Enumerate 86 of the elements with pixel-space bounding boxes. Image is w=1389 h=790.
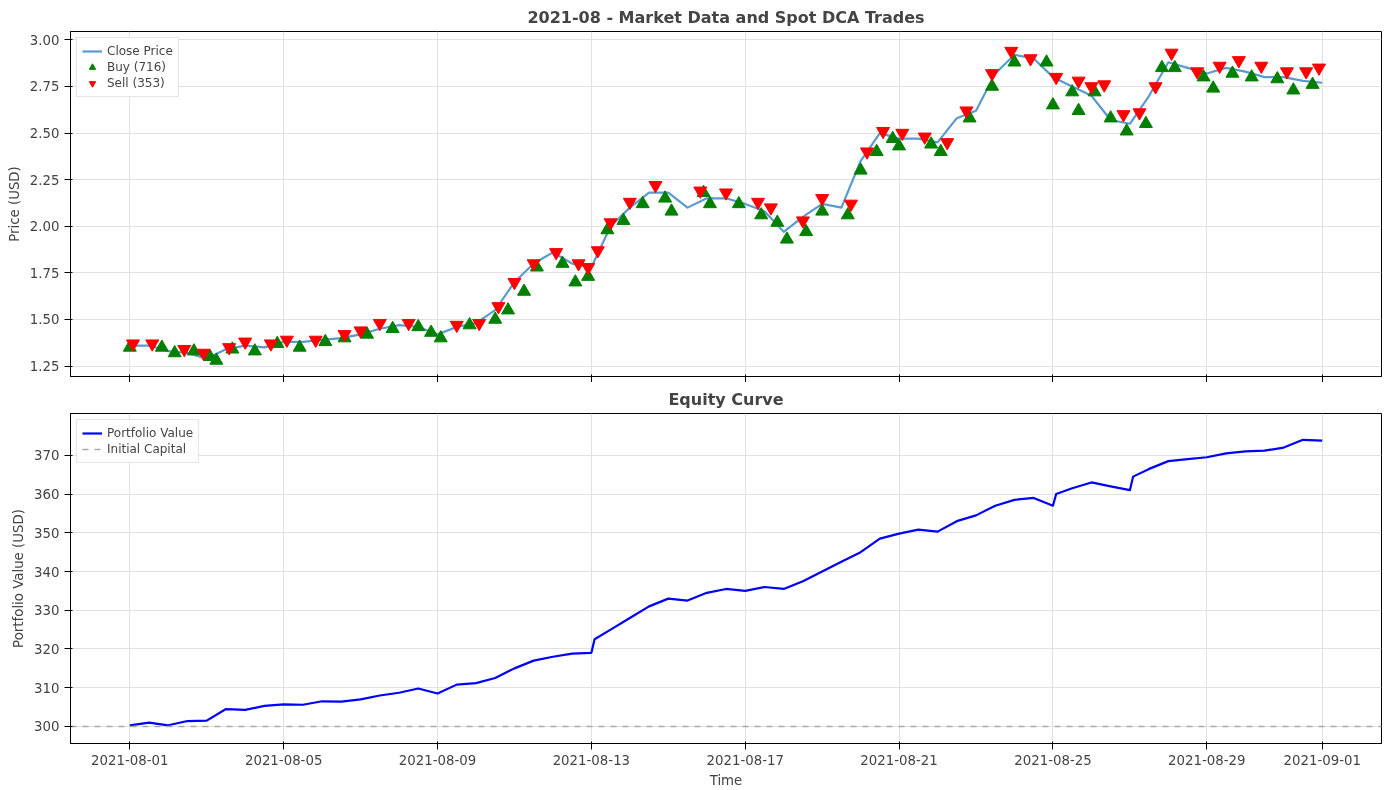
point	[145, 339, 160, 352]
y-tick-label: 2.50	[29, 126, 60, 142]
point	[1190, 67, 1205, 80]
x-tick-label: 2021-08-29	[1168, 752, 1246, 768]
y-tick-label: 2.75	[29, 79, 60, 95]
point	[238, 337, 253, 350]
x-axis-title: Time	[708, 772, 743, 788]
y-tick-label: 340	[34, 564, 60, 580]
point	[279, 335, 294, 348]
x-tick-label: 2021-08-01	[91, 752, 169, 768]
point	[763, 203, 778, 216]
point	[1148, 82, 1163, 95]
y-tick-label: 370	[34, 448, 60, 464]
point	[507, 277, 522, 291]
point	[1004, 46, 1019, 60]
point	[1097, 80, 1112, 93]
x-tick-label: 2021-08-25	[1014, 752, 1092, 768]
y-tick-label: 3.00	[29, 32, 60, 48]
y-tick-label: 300	[34, 719, 60, 735]
y-tick-label: 2.25	[29, 172, 60, 188]
point	[1071, 76, 1086, 89]
point	[571, 259, 586, 272]
chart-title: 2021-08 - Market Data and Spot DCA Trades	[527, 7, 925, 27]
point	[1164, 48, 1179, 61]
point	[1212, 61, 1227, 74]
point	[472, 318, 487, 332]
chart-title: Equity Curve	[668, 389, 784, 409]
point	[1132, 108, 1147, 121]
point	[1254, 61, 1269, 74]
x-tick-label: 2021-08-21	[860, 752, 938, 768]
point	[372, 318, 387, 332]
point	[263, 339, 278, 352]
point	[860, 147, 875, 160]
point	[549, 248, 564, 261]
point	[196, 348, 211, 362]
point	[581, 263, 596, 276]
point	[917, 132, 932, 145]
y-tick-label: 1.25	[29, 359, 60, 375]
y-axis-title: Portfolio Value (USD)	[11, 509, 27, 648]
x-tick-label: 2021-08-05	[244, 752, 323, 768]
point	[940, 138, 955, 151]
point	[876, 126, 891, 140]
legend-label: Initial Capital	[107, 442, 187, 456]
point	[1049, 72, 1064, 86]
point	[815, 194, 830, 207]
point	[401, 318, 416, 332]
x-tick-label: 2021-08-13	[552, 752, 631, 768]
y-tick-label: 360	[34, 487, 60, 503]
y-tick-label: 2.00	[29, 219, 60, 235]
point	[648, 181, 663, 194]
point	[590, 246, 605, 259]
legend-label: Sell (353)	[107, 76, 165, 90]
point	[308, 335, 323, 348]
legend-label: Buy (716)	[107, 60, 167, 74]
point	[491, 302, 506, 315]
y-tick-label: 1.75	[29, 265, 60, 281]
point	[985, 69, 1000, 82]
y-tick-label: 1.50	[29, 312, 60, 328]
point	[895, 128, 910, 142]
legend-label: Close Price	[107, 44, 173, 58]
point	[177, 345, 192, 358]
point	[795, 216, 810, 229]
y-axis-title: Price (USD)	[6, 166, 22, 242]
point	[1231, 56, 1246, 69]
point	[1279, 67, 1294, 80]
y-tick-label: 310	[34, 680, 60, 696]
x-tick-label: 2021-09-01	[1283, 752, 1361, 768]
point	[1116, 110, 1131, 123]
x-tick-label: 2021-08-17	[706, 752, 784, 768]
y-tick-label: 330	[34, 603, 60, 619]
point	[603, 218, 618, 231]
legend-label: Portfolio Value	[107, 426, 194, 440]
point	[1023, 54, 1038, 67]
point	[1299, 67, 1314, 80]
point	[844, 199, 859, 212]
point	[449, 320, 464, 334]
y-tick-label: 350	[34, 525, 60, 541]
point	[751, 197, 766, 211]
point	[719, 188, 733, 201]
point	[126, 339, 140, 352]
point	[1312, 63, 1326, 76]
y-tick-label: 320	[34, 641, 60, 657]
point	[959, 106, 974, 119]
point	[622, 197, 637, 211]
point	[353, 326, 368, 339]
x-tick-label: 2021-08-09	[398, 752, 477, 768]
